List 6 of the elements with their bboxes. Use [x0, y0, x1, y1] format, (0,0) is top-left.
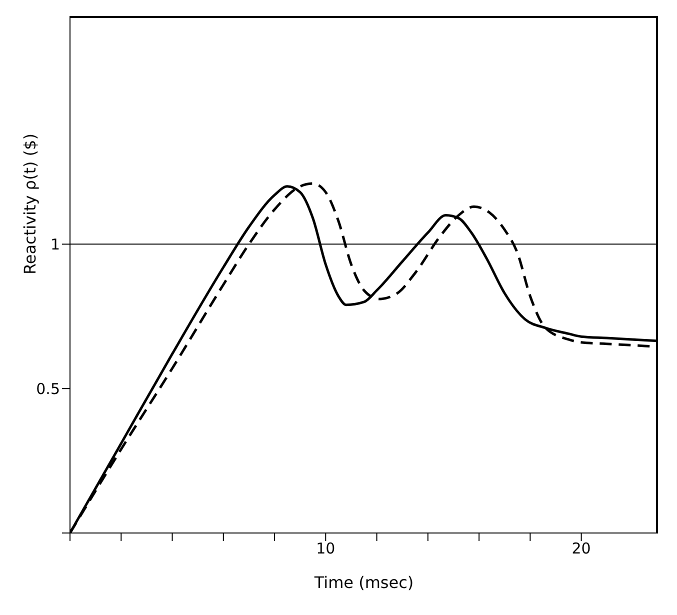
y-axis-title: Reactivity ρ(t) ($)	[20, 134, 40, 274]
y-tick-label: 0.5	[36, 380, 60, 398]
y-tick-label: 1	[50, 236, 60, 254]
x-axis-title: Time (msec)	[313, 573, 414, 592]
x-tick-label: 20	[572, 540, 591, 558]
x-tick-label: 10	[316, 540, 336, 558]
